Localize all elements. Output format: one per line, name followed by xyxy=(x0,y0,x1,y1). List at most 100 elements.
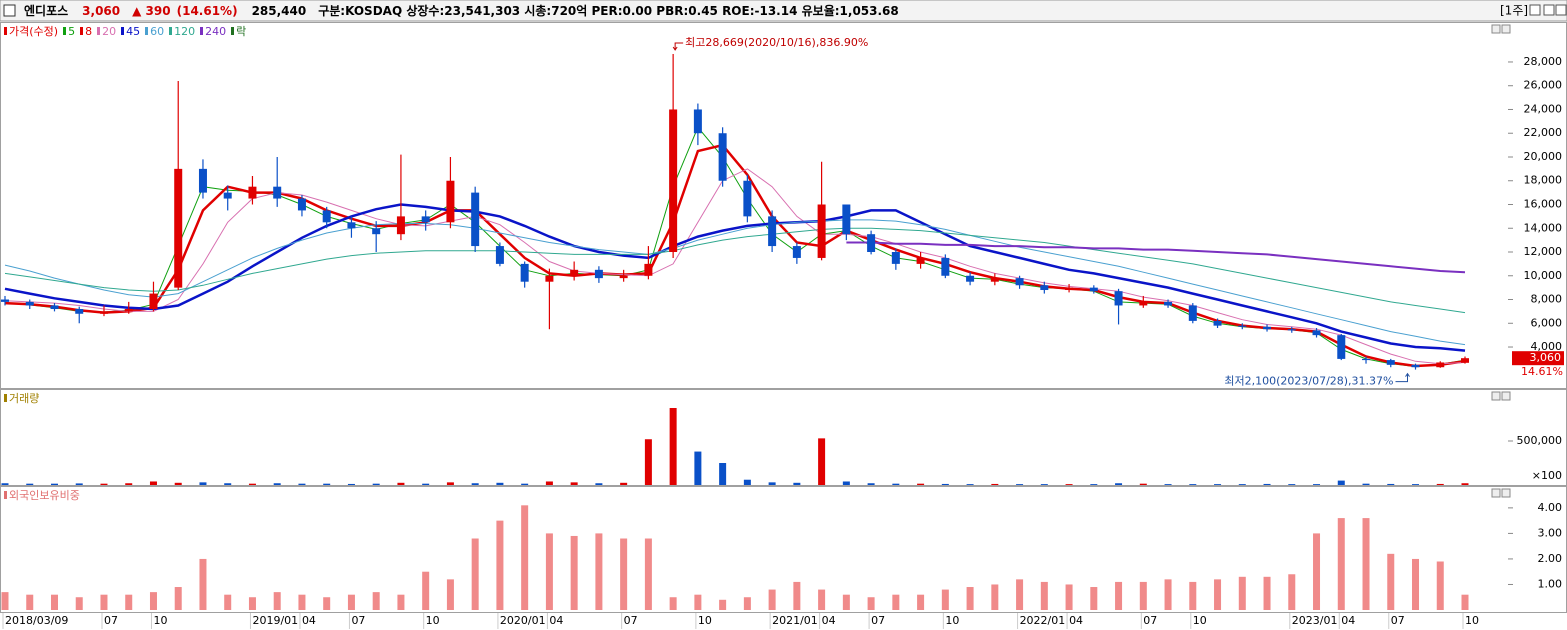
legend-label: 5 xyxy=(68,24,76,38)
candle-body xyxy=(1287,329,1296,331)
candle-body xyxy=(75,309,84,314)
candle-body xyxy=(990,278,999,282)
y-tick-label: 6,000 xyxy=(1531,316,1563,329)
candle-body xyxy=(891,252,900,264)
bar xyxy=(521,505,529,610)
bar xyxy=(273,592,281,610)
window-button[interactable] xyxy=(1543,4,1555,16)
period[interactable]: [1주] xyxy=(1500,4,1528,18)
bar xyxy=(867,483,875,485)
candle-body xyxy=(1386,360,1395,365)
checkbox[interactable] xyxy=(3,4,16,17)
y-tick-label: 2.00 xyxy=(1538,552,1563,565)
candle-body xyxy=(1362,358,1371,361)
candle-body xyxy=(99,311,108,314)
bar xyxy=(545,533,553,610)
stock-info: 구분:KOSDAQ 상장수:23,541,303 시총:720억 PER:0.0… xyxy=(318,3,899,18)
bar xyxy=(1288,484,1296,485)
bar xyxy=(1214,579,1222,610)
legend-marker xyxy=(4,394,7,402)
candle-body xyxy=(619,275,628,279)
panel-button[interactable] xyxy=(1491,391,1501,401)
bar xyxy=(1090,484,1098,485)
x-tick-label: 07 xyxy=(871,614,885,627)
panel-button[interactable] xyxy=(1501,391,1511,401)
last-price-label: 3,060 xyxy=(1530,351,1562,364)
bar xyxy=(1238,576,1246,610)
candle-body xyxy=(743,180,752,217)
candle-body xyxy=(520,263,529,282)
foreign-panel xyxy=(0,486,1567,613)
legend: 거래량 xyxy=(4,390,39,406)
candle-body xyxy=(149,293,158,310)
bar xyxy=(644,538,652,610)
bar xyxy=(1362,483,1370,485)
candle-body xyxy=(966,275,975,282)
bar xyxy=(1436,561,1444,610)
bar xyxy=(199,482,207,485)
candle-body xyxy=(471,192,480,247)
candle-body xyxy=(124,309,133,312)
panel-button[interactable] xyxy=(1491,488,1501,498)
candle-body xyxy=(867,234,876,253)
candle-body xyxy=(1213,320,1222,326)
bar xyxy=(1461,594,1469,610)
legend-item: 120 xyxy=(169,25,195,38)
x-tick-label: 07 xyxy=(351,614,365,627)
annotation-arrow xyxy=(672,42,684,51)
moving-average-line xyxy=(4,219,1466,346)
bar xyxy=(719,463,727,485)
bar xyxy=(75,483,83,485)
bar xyxy=(1263,576,1271,610)
window-button[interactable] xyxy=(1529,4,1541,16)
legend-label: 45 xyxy=(126,24,141,38)
bar xyxy=(496,482,504,485)
bar xyxy=(768,589,776,610)
moving-average-line xyxy=(4,227,1466,314)
bar xyxy=(174,482,182,485)
bar xyxy=(595,483,603,485)
bar xyxy=(224,483,232,485)
x-tick-label: 2021/01 xyxy=(772,614,818,627)
candle-body xyxy=(421,216,430,223)
bar xyxy=(644,439,652,485)
panel-button[interactable] xyxy=(1501,488,1511,498)
bar xyxy=(669,408,677,485)
bar xyxy=(1189,581,1197,610)
x-tick-label: 07 xyxy=(1391,614,1405,627)
bar xyxy=(50,483,58,485)
x-tick-label: 07 xyxy=(624,614,638,627)
bar xyxy=(1189,484,1197,485)
panel-button[interactable] xyxy=(1491,24,1501,34)
bar xyxy=(1139,581,1147,610)
y-tick-label: 500,000 xyxy=(1517,434,1563,447)
header-bar xyxy=(0,0,1567,22)
bar xyxy=(1065,584,1073,610)
x-tick-label: 07 xyxy=(104,614,118,627)
legend-item: 8 xyxy=(80,25,92,38)
header-text: 엔디포스 3,060 ▲ 390 (14.61%) 285,440 구분:KOSDAQ 상… xyxy=(24,3,899,18)
bar xyxy=(842,594,850,610)
bar xyxy=(100,594,108,610)
x-tick-label: 2018/03/09 xyxy=(5,614,68,627)
window-button[interactable] xyxy=(1555,4,1567,16)
bar xyxy=(496,520,504,610)
bar xyxy=(471,483,479,485)
moving-average-line xyxy=(4,203,1466,352)
candle-body xyxy=(1089,287,1098,292)
bar xyxy=(174,587,182,610)
bar xyxy=(595,533,603,610)
candle-body xyxy=(1015,278,1024,286)
legend-marker xyxy=(145,26,149,35)
bar xyxy=(867,597,875,610)
bar xyxy=(991,584,999,610)
price-panel xyxy=(0,22,1567,389)
x-tick-label: 07 xyxy=(1143,614,1157,627)
bar xyxy=(1313,484,1321,485)
bar xyxy=(694,451,702,485)
panel-button[interactable] xyxy=(1501,24,1511,34)
bar xyxy=(743,597,751,610)
bar xyxy=(26,594,34,610)
bar xyxy=(1164,484,1172,485)
candle-body xyxy=(916,257,925,264)
